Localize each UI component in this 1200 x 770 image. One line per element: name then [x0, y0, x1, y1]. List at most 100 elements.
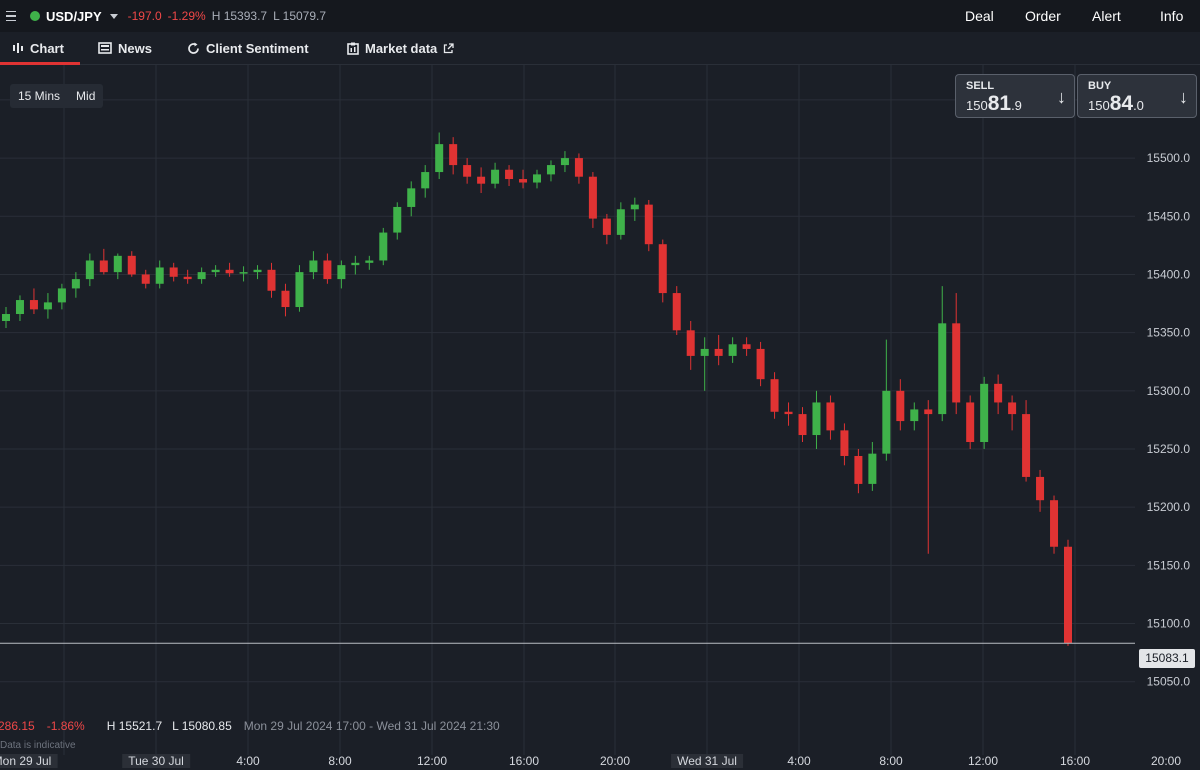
price-axis-label: 15500.0 [1147, 151, 1191, 165]
candle-body [295, 272, 304, 308]
candle-body [337, 265, 346, 280]
info-button[interactable]: Info [1160, 8, 1184, 24]
candle-body [2, 314, 10, 321]
summary-high: H 15521.7 [106, 719, 163, 733]
sell-price-suffix: .9 [1011, 98, 1022, 113]
candle-body [141, 274, 150, 284]
time-label: 4:00 [787, 754, 811, 768]
arrow-down-icon: ↓ [1057, 87, 1066, 107]
tab-bar: Chart News Client Sentiment Market data [0, 32, 1200, 65]
candle-body [519, 179, 528, 183]
price-type-selector[interactable]: Mid [76, 89, 96, 103]
candle-body [15, 300, 24, 315]
candle-body [868, 453, 877, 484]
newspaper-icon [98, 42, 112, 54]
deal-button[interactable]: Deal [965, 8, 994, 24]
candle-body [714, 348, 723, 356]
price-axis-label: 15100.0 [1147, 617, 1191, 631]
instrument-low: L 15079.7 [273, 9, 327, 23]
candle-body [225, 269, 234, 274]
refresh-icon [188, 42, 199, 54]
tab-client-sentiment[interactable]: Client Sentiment [187, 32, 309, 64]
sell-price-big: 81 [987, 92, 1012, 115]
candle-body [267, 269, 276, 291]
chevron-down-icon[interactable] [109, 13, 118, 19]
instrument-change-pct: -1.29% [167, 9, 206, 23]
price-axis-label: 15300.0 [1147, 384, 1191, 398]
external-link-icon [444, 42, 454, 53]
time-label: 20:00 [1150, 754, 1182, 768]
candle-body [672, 293, 681, 331]
candle-body [239, 272, 248, 274]
time-label: 16:00 [508, 754, 540, 768]
interval-selector[interactable]: 15 Mins [18, 89, 61, 103]
tab-news[interactable]: News [98, 32, 152, 64]
candle-body [658, 244, 667, 294]
price-axis-label: 15050.0 [1147, 675, 1191, 689]
candle-body [784, 411, 793, 415]
candle-body [393, 206, 402, 233]
candle-body [127, 255, 136, 275]
candle-body [421, 172, 430, 189]
sell-price-prefix: 150 [966, 98, 988, 113]
candle-body [113, 255, 122, 273]
candle-body [546, 165, 555, 175]
time-label: 4:00 [236, 754, 260, 768]
buy-label: BUY [1088, 80, 1112, 92]
candle-body [183, 276, 192, 280]
summary-change-pct: -1.86% [46, 719, 85, 733]
candle-body [770, 379, 779, 412]
candle-body [840, 430, 849, 456]
candle-body [407, 188, 416, 207]
candle-body [29, 300, 38, 310]
candle-body [882, 390, 891, 454]
tab-chart[interactable]: Chart [0, 32, 80, 65]
top-bar: USD/JPY -197.0 -1.29% H 15393.7 L 15079.… [0, 0, 1200, 33]
candle-body [71, 279, 80, 289]
candle-body [351, 262, 360, 266]
price-axis-label: 15400.0 [1147, 267, 1191, 281]
candle-body [435, 144, 444, 173]
price-chart[interactable]: 15550.015500.015450.015400.015350.015300… [0, 65, 1200, 770]
tab-market-data-label: Market data [365, 40, 438, 56]
candle-body [281, 290, 290, 308]
arrow-down-icon: ↓ [1179, 87, 1188, 107]
summary-low: L 15080.85 [172, 719, 232, 733]
alert-button[interactable]: Alert [1092, 8, 1121, 24]
candle-body [994, 383, 1003, 403]
instrument-symbol[interactable]: USD/JPY [46, 8, 102, 24]
candle-body [644, 204, 653, 245]
candle-body [449, 144, 458, 166]
candle-body [379, 232, 388, 261]
menu-icon[interactable] [6, 10, 16, 22]
time-label: Mon 29 Jul [0, 754, 58, 768]
tab-market-data[interactable]: Market data [347, 32, 454, 64]
candle-body [1022, 414, 1031, 477]
chart-summary: -286.15 -1.86% H 15521.7 L 15080.85 Mon … [0, 718, 500, 734]
time-label: 20:00 [599, 754, 631, 768]
candle-body [463, 165, 472, 177]
buy-button[interactable]: BUY 15084.0 ↓ [1077, 74, 1197, 118]
candle-body [616, 209, 625, 235]
candle-body [169, 267, 178, 277]
candle-body [533, 174, 541, 183]
tab-client-sentiment-label: Client Sentiment [206, 40, 309, 56]
candle-body [966, 402, 975, 443]
sell-button[interactable]: SELL 15081.9 ↓ [955, 74, 1075, 118]
candle-body [588, 176, 597, 219]
time-label: Wed 31 Jul [671, 754, 743, 768]
candlestick-icon [13, 43, 23, 53]
candle-body [491, 169, 500, 184]
candle-body [1050, 500, 1059, 547]
candle-body [505, 169, 514, 180]
candle-body [812, 402, 821, 436]
candle-body [574, 158, 583, 177]
candle-body [826, 402, 835, 431]
candle-body [365, 260, 374, 263]
candle-body [854, 455, 863, 484]
order-button[interactable]: Order [1025, 8, 1061, 24]
candle-body [253, 269, 262, 273]
candle-body [896, 390, 905, 422]
candle-body [99, 260, 108, 273]
candle-body [756, 348, 765, 380]
